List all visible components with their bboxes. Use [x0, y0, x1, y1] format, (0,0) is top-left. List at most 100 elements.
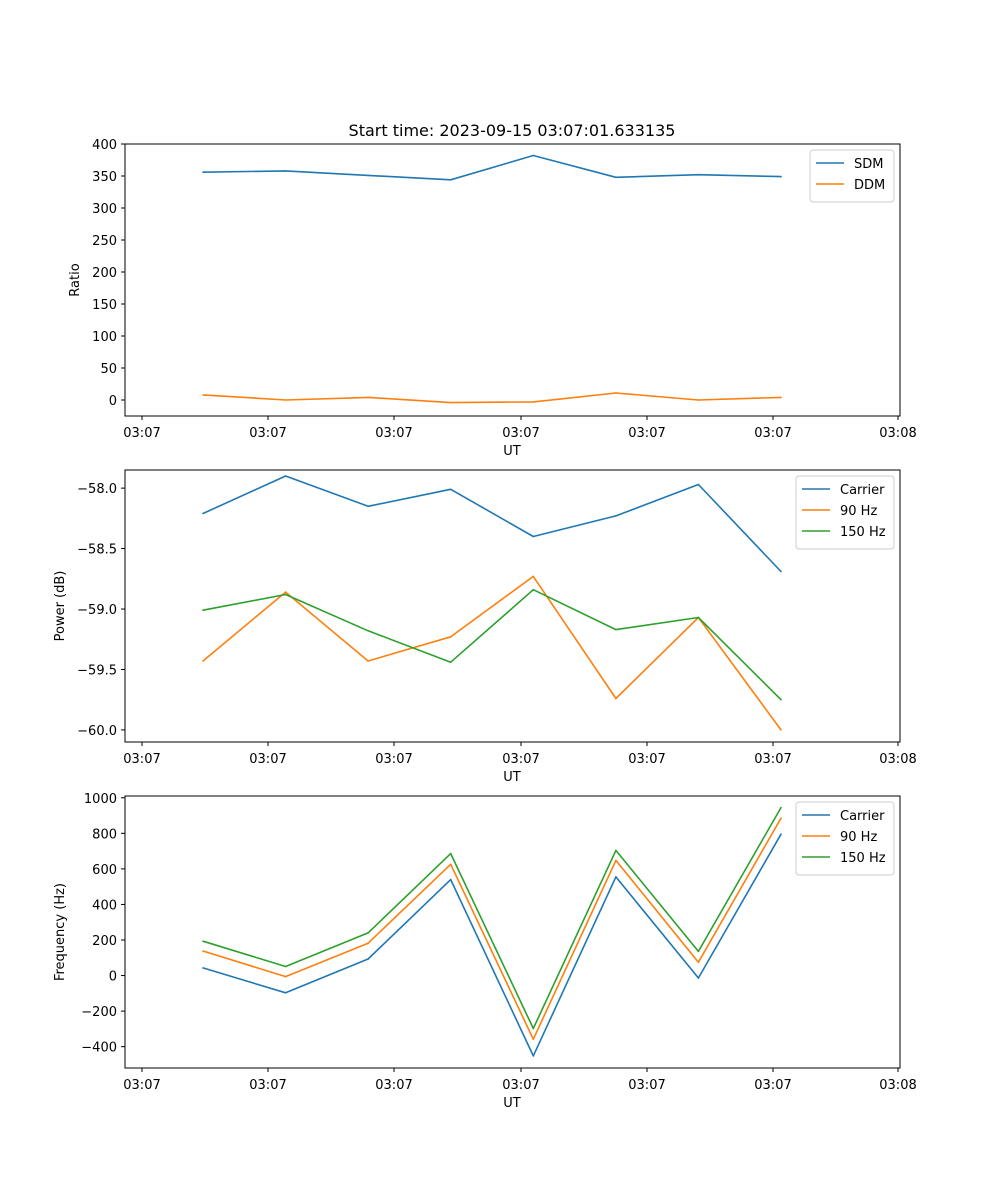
y-tick-label: 1000 — [84, 792, 117, 807]
data-point — [449, 661, 452, 664]
plot-frame — [124, 795, 901, 1069]
x-tick-label: 03:07 — [754, 1078, 791, 1093]
legend-label: Carrier — [840, 483, 885, 498]
data-point — [202, 394, 204, 396]
data-point — [284, 992, 287, 994]
data-point — [532, 1055, 535, 1057]
legend-label: 150 Hz — [840, 525, 886, 540]
y-axis-label: Power (dB) — [53, 571, 68, 642]
series-line-90-hz — [202, 817, 782, 1040]
series-line-carrier — [202, 475, 782, 573]
data-point — [284, 975, 287, 978]
y-tick-label: −58.5 — [77, 543, 117, 558]
data-point — [284, 965, 287, 968]
data-point — [615, 628, 617, 631]
x-tick-label: 03:08 — [879, 752, 916, 767]
data-point — [615, 697, 617, 700]
y-tick-label: 350 — [92, 170, 117, 185]
data-point — [780, 175, 782, 178]
x-tick-label: 03:07 — [502, 1078, 539, 1093]
data-point — [532, 154, 535, 157]
data-point — [697, 961, 700, 964]
x-tick-label: 03:08 — [879, 1078, 916, 1093]
data-point — [449, 401, 452, 404]
y-tick-label: 400 — [92, 138, 117, 153]
y-tick-label: −200 — [81, 1005, 117, 1020]
series-line-150-hz — [202, 588, 782, 701]
data-point — [615, 176, 617, 179]
data-point — [780, 817, 782, 820]
y-tick-label: 600 — [92, 863, 117, 878]
data-point — [449, 488, 452, 491]
data-point — [697, 483, 700, 486]
data-point — [202, 950, 204, 952]
data-point — [532, 1027, 535, 1030]
y-tick-label: −58.0 — [77, 482, 117, 497]
data-point — [780, 570, 782, 573]
x-axis-label: UT — [503, 770, 521, 785]
x-tick-label: 03:07 — [754, 752, 791, 767]
power-subplot: 03:07 03:07 03:07 03:07 03:07 03:07 03:08 −60.0… — [53, 469, 917, 785]
data-point — [202, 940, 204, 943]
data-point — [615, 849, 617, 852]
x-tick-label: 03:07 — [502, 426, 539, 441]
data-point — [367, 505, 369, 508]
y-tick-label: 100 — [92, 330, 117, 345]
data-point — [367, 174, 369, 177]
y-tick-label: 150 — [92, 298, 117, 313]
series-line-sdm — [202, 154, 782, 181]
legend-label: 90 Hz — [840, 504, 877, 519]
legend-label: 90 Hz — [840, 830, 877, 845]
series-line-90-hz — [202, 575, 782, 731]
y-tick-label: 800 — [92, 827, 117, 842]
x-tick-label: 03:07 — [628, 426, 665, 441]
data-point — [532, 401, 535, 403]
plot-frame — [124, 469, 901, 743]
data-point — [697, 173, 700, 176]
x-tick-label: 03:07 — [628, 752, 665, 767]
data-point — [532, 1038, 535, 1040]
x-tick-label: 03:07 — [123, 426, 160, 441]
series-line-ddm — [202, 392, 782, 404]
series-line-150-hz — [202, 807, 782, 1030]
x-tick-label: 03:07 — [123, 1078, 160, 1093]
data-point — [780, 806, 782, 809]
x-tick-label: 03:07 — [628, 1078, 665, 1093]
data-point — [202, 512, 204, 515]
data-point — [367, 942, 369, 944]
y-tick-label: 200 — [92, 934, 117, 949]
y-tick-label: 250 — [92, 234, 117, 249]
x-tick-label: 03:07 — [375, 426, 412, 441]
data-point — [202, 660, 204, 662]
ratio-subplot: 03:07 03:07 03:07 03:07 03:07 03:07 03:08 0 50 10… — [68, 138, 917, 459]
legend-label: DDM — [854, 178, 885, 193]
y-tick-label: 200 — [92, 266, 117, 281]
data-point — [367, 660, 369, 662]
data-point — [697, 977, 700, 979]
y-tick-label: 0 — [109, 394, 117, 409]
series-line-carrier — [202, 833, 782, 1057]
data-point — [780, 698, 782, 701]
data-point — [615, 876, 617, 878]
y-tick-label: −59.5 — [77, 663, 117, 678]
data-point — [532, 575, 535, 578]
data-point — [202, 967, 204, 969]
data-point — [615, 859, 617, 862]
data-point — [367, 958, 369, 960]
data-point — [780, 396, 782, 399]
y-tick-label: −400 — [81, 1041, 117, 1056]
y-tick-label: 400 — [92, 898, 117, 913]
x-tick-label: 03:07 — [249, 426, 286, 441]
data-point — [780, 833, 782, 836]
y-axis-label: Frequency (Hz) — [53, 883, 68, 981]
plot-frame — [124, 143, 901, 417]
x-tick-label: 03:07 — [249, 1078, 286, 1093]
data-point — [697, 616, 700, 619]
data-point — [449, 878, 452, 881]
y-tick-label: 300 — [92, 202, 117, 217]
x-tick-label: 03:07 — [375, 1078, 412, 1093]
x-tick-label: 03:07 — [502, 752, 539, 767]
data-point — [367, 396, 369, 399]
x-tick-label: 03:08 — [879, 426, 916, 441]
